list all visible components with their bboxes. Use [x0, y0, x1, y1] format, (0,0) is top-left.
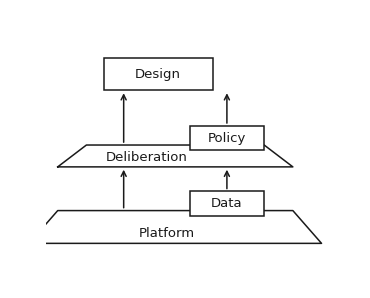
Text: Design: Design [135, 68, 181, 80]
Text: Data: Data [211, 197, 243, 210]
Text: Policy: Policy [208, 132, 246, 145]
Polygon shape [29, 211, 322, 243]
Text: Platform: Platform [139, 227, 195, 240]
Bar [104, 58, 212, 90]
Bar [190, 126, 264, 150]
Text: Deliberation: Deliberation [106, 151, 188, 164]
Bar [190, 192, 264, 216]
Polygon shape [58, 145, 293, 167]
